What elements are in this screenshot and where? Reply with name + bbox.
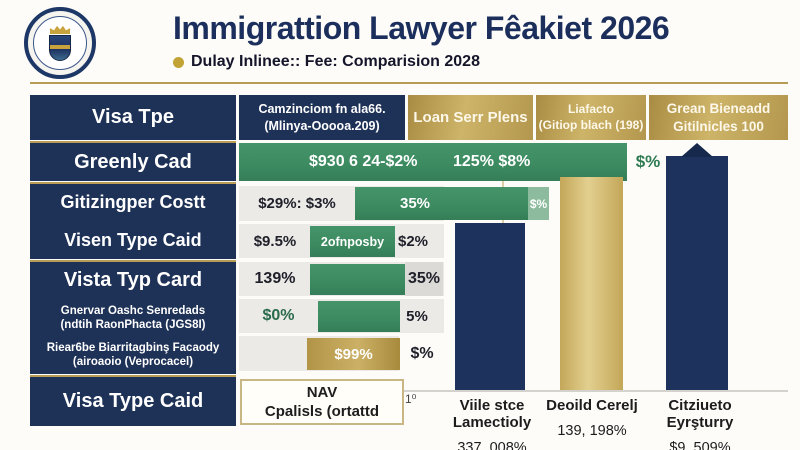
riear6be-bar: $99%: [307, 338, 400, 370]
row-label-gitizingper-cost: Gitizingper Costt: [60, 192, 206, 213]
chart-bar-viile: [455, 223, 525, 390]
vista-value: 139%: [254, 270, 296, 287]
header-divider: [30, 82, 788, 84]
chart-category-value: 337, 008%: [457, 440, 527, 450]
gitizingper-bar-cap: $%: [528, 187, 549, 220]
greenly-cad-suffix: $%: [635, 152, 661, 171]
gnervar-suffix: 5%: [406, 308, 428, 325]
row-label-gnervar-senredads: Gnervar Oashc Senredads (ndtih RaonPhact…: [60, 304, 206, 331]
row-label-visen-type-caid: Visen Type Caid: [64, 229, 202, 250]
chart-category-label: Deoild Cerelj: [546, 397, 638, 414]
chart-category-viile: Viile stce Lamectioly 337, 008%: [423, 397, 561, 450]
row-separator: [30, 182, 236, 184]
row-label-visa-type-caid: Visa Type Caid: [30, 377, 236, 426]
column-header-liafacto: Liafacto (Gitiop blach (198): [536, 95, 646, 140]
row-separator: [30, 141, 236, 143]
page-title: Immigrattion Lawyer Fêakiet 2026: [173, 10, 670, 46]
nav-details-cell: NAV Cpalisls (ortattd: [240, 379, 404, 425]
column-header-loan-plan: Loan Serr Plens: [408, 95, 533, 140]
chart-bar-deoild: [560, 177, 623, 390]
chart-category-deoild: Deoild Cerelj 139, 198%: [537, 397, 647, 439]
greenly-cad-bar: $930 6 24-$2% 125% $8%: [239, 143, 627, 181]
gnervar-value: $0%: [262, 307, 295, 324]
greenly-cad-bar-text-1: $930 6 24-$2%: [309, 153, 418, 170]
bullet-dot-icon: [173, 56, 184, 68]
gitizingper-bar: 35%: [355, 187, 528, 220]
row-label-block: Gitizingper Costt Visen Type Caid: [30, 184, 236, 259]
chart-bar-citziueto: [666, 143, 728, 390]
row-label-block: Vista Typ Card Gnervar Oashc Senredads (…: [30, 262, 236, 374]
subtitle-row: Dulay Inlinee:: Fee: Comparision 2028: [173, 53, 480, 71]
chart-baseline: [404, 390, 788, 392]
row-label-riear6be-facaody: Riear6be Biarritagbinş Facaody (airoaoio…: [46, 341, 220, 369]
gitizingper-value: $29%: $3%: [258, 195, 336, 212]
column-header-comparison: Camzinciom fn ala66. (Mlinya-Ooooa.209): [239, 95, 405, 140]
visen-bar: 2ofnposby: [310, 226, 395, 257]
chart-category-label: Viile stce Lamectioly: [452, 397, 532, 431]
footnote-superscript: 1⁰: [405, 392, 417, 406]
visen-suffix: $2%: [397, 233, 429, 250]
chart-category-citziueto: Citziueto Eyrşturry $9, 509%: [636, 397, 764, 450]
greenly-cad-bar-text-2: 125% $8%: [453, 153, 531, 170]
seal-logo: [24, 7, 96, 79]
page-subtitle: Dulay Inlinee:: Fee: Comparision 2028: [191, 53, 480, 70]
column-header-green-bieneadd: Grean Bieneadd Gitilnicles 100: [649, 95, 788, 140]
crown-icon: [50, 25, 70, 34]
vista-suffix: 35%: [405, 262, 443, 296]
gitizingper-bar-text: 35%: [400, 195, 431, 212]
row-separator: [30, 260, 236, 262]
chart-category-label: Citziueto Eyrşturry: [666, 397, 734, 431]
arrow-up-icon: [681, 143, 713, 157]
row-label-vista-typ-card: Vista Typ Card: [63, 269, 203, 292]
gnervar-bar: [318, 301, 400, 332]
column-header-visa-type: Visa Tpe: [30, 95, 236, 140]
shield-icon: [49, 35, 71, 61]
seal-inner-ring: [33, 16, 87, 70]
vista-bar: [310, 264, 405, 295]
chart-category-value: 139, 198%: [557, 423, 627, 439]
riear6be-suffix: $%: [410, 345, 434, 362]
chart-category-value: $9, 509%: [669, 440, 731, 450]
visen-value: $9.5%: [253, 232, 297, 250]
row-label-greenly-cad: Greenly Cad: [30, 143, 236, 181]
row-separator: [30, 375, 236, 377]
